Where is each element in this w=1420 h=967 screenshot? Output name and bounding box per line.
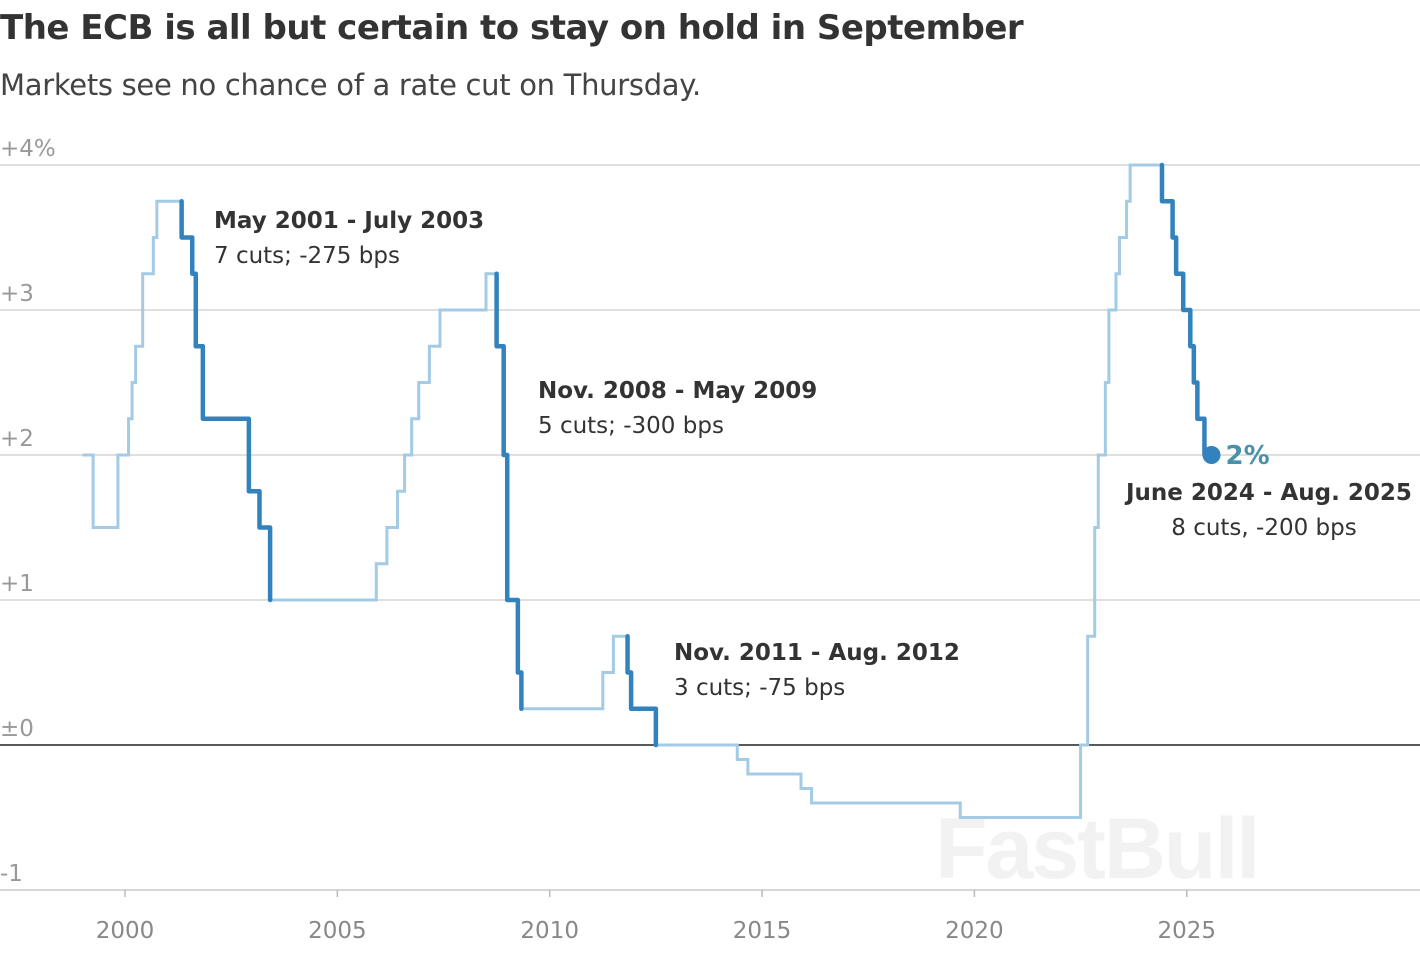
highlight-cut-cycle: [625, 634, 659, 748]
x-tick-label: 2010: [520, 918, 579, 944]
chart-subtitle: Markets see no chance of a rate cut on T…: [0, 68, 701, 102]
annotation-2008-2009: Nov. 2008 - May 2009 5 cuts; -300 bps: [538, 374, 817, 444]
annotation-2001-2003: May 2001 - July 2003 7 cuts; -275 bps: [214, 204, 484, 274]
annotation-detail: 7 cuts; -275 bps: [214, 243, 400, 269]
y-tick-label: +2: [0, 426, 34, 452]
highlight-cut-cycle: [494, 271, 524, 711]
annotation-title: Nov. 2008 - May 2009: [538, 378, 818, 404]
chart-title: The ECB is all but certain to stay on ho…: [0, 8, 1024, 48]
annotation-detail: 3 cuts; -75 bps: [674, 675, 846, 701]
y-tick-label: +4%: [0, 136, 56, 162]
x-tick-label: 2000: [96, 918, 155, 944]
annotation-2011-2012: Nov. 2011 - Aug. 2012 3 cuts; -75 bps: [674, 636, 960, 706]
x-tick-label: 2005: [308, 918, 367, 944]
highlight-cut-cycle: [1159, 162, 1214, 458]
annotation-title: May 2001 - July 2003: [214, 208, 485, 234]
y-tick-label: -1: [0, 861, 23, 887]
x-tick-label: 2020: [945, 918, 1004, 944]
y-tick-label: +1: [0, 571, 34, 597]
y-tick-label: +3: [0, 281, 34, 307]
annotation-detail: 8 cuts, -200 bps: [1171, 515, 1357, 541]
latest-rate-dot: [1202, 446, 1221, 464]
x-tick-label: 2015: [733, 918, 792, 944]
highlight-cut-cycle: [179, 199, 273, 603]
annotation-detail: 5 cuts; -300 bps: [538, 413, 724, 439]
annotation-2024-2025: June 2024 - Aug. 2025 8 cuts, -200 bps: [1126, 476, 1412, 546]
annotation-title: Nov. 2011 - Aug. 2012: [674, 640, 960, 666]
latest-rate-label: 2%: [1226, 441, 1270, 471]
y-tick-label: ±0: [0, 716, 34, 742]
annotation-title: June 2024 - Aug. 2025: [1126, 480, 1412, 506]
x-tick-label: 2025: [1157, 918, 1216, 944]
